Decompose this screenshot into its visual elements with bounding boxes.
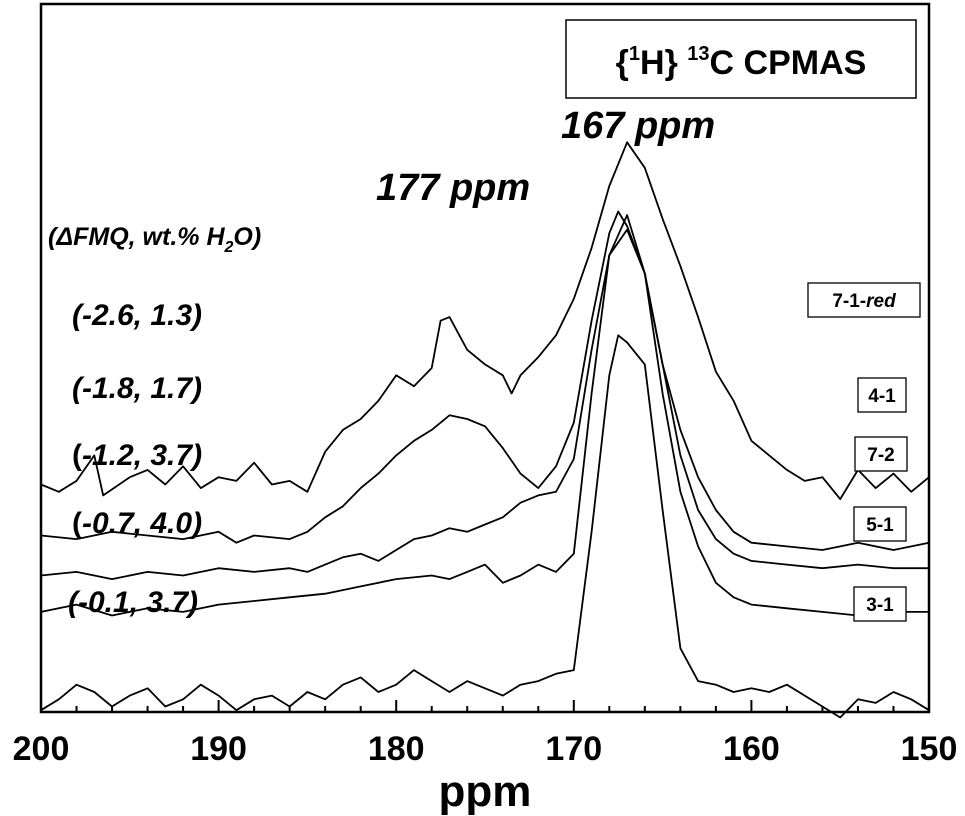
title-box-border	[565, 19, 917, 99]
x-tick-label: 160	[723, 730, 780, 768]
cond-header-main: FMQ, wt.% H	[73, 223, 225, 251]
x-ticks	[40, 700, 930, 712]
sample-box	[854, 436, 908, 472]
spectrum-line-7-2	[40, 228, 929, 580]
condition-main-5-1: -0.7, 4.0)	[82, 507, 202, 540]
condition-label-3-1: (-0.1, 3.7)	[68, 586, 198, 619]
spectrum-line-4-1	[40, 210, 930, 551]
title-open: {	[616, 44, 629, 82]
sample-label-7-2: 7-2	[854, 436, 908, 472]
condition-pre-7-2: (	[72, 439, 82, 472]
sample-text-7-2: 7-2	[867, 445, 894, 466]
sample-text-3-1: 3-1	[866, 595, 894, 616]
title-mid: H}	[640, 44, 687, 82]
cond-header-sub: 2	[224, 239, 234, 256]
peak-label-177: 177 ppm	[376, 167, 530, 209]
plot-frame	[39, 2, 931, 714]
sample-label-5-1: 5-1	[853, 506, 907, 542]
cond-header-post: O)	[233, 223, 261, 251]
sample-name-italic: red	[866, 291, 896, 312]
sample-text-4-1: 4-1	[868, 386, 896, 407]
chart-title: {1H} 13C CPMAS	[616, 43, 867, 82]
x-tick-label: 150	[901, 730, 958, 768]
cond-header-pre: (	[48, 223, 59, 251]
x-tick-label: 170	[545, 730, 602, 768]
x-tick-label: 200	[13, 730, 70, 768]
sample-box	[853, 506, 907, 542]
sample-box	[807, 282, 921, 318]
title-tail: C CPMAS	[710, 44, 867, 82]
peak-label-167: 167 ppm	[561, 105, 715, 147]
condition-main-7-2: -1.2, 3.7)	[82, 439, 202, 472]
x-tick-label: 190	[190, 730, 247, 768]
condition-pre-5-1: (	[72, 507, 82, 540]
condition-label-5-1: (-0.7, 4.0)	[72, 507, 202, 540]
condition-label-7-1-red: (-2.6, 1.3)	[72, 299, 202, 332]
sample-box	[853, 586, 907, 622]
condition-label-7-2: (-1.2, 3.7)	[72, 439, 202, 472]
condition-label-4-1: (-1.8, 1.7)	[72, 372, 202, 405]
sample-label-4-1: 4-1	[857, 377, 907, 413]
x-axis-title: ppm	[439, 767, 532, 816]
title-sup-13: 13	[687, 43, 709, 65]
spectrum-line-3-1	[40, 334, 930, 719]
sample-label-3-1: 3-1	[853, 586, 907, 622]
sample-name-main: 7-1-	[832, 291, 866, 312]
x-tick-label: 180	[368, 730, 425, 768]
spectra-group	[40, 141, 930, 719]
sample-text-5-1: 5-1	[866, 515, 894, 536]
chart-title-box: {1H} 13C CPMAS	[565, 19, 917, 99]
sample-box	[857, 377, 907, 413]
x-tick-labels: 200 190 180 170 160 150	[13, 730, 958, 768]
sample-text-7-1-red: 7-1-red	[832, 291, 896, 312]
sample-label-7-1-red: 7-1-red	[807, 282, 921, 318]
spectrum-line-7-1-red	[40, 141, 930, 500]
spectrum-line-5-1	[40, 214, 929, 617]
title-sup-1: 1	[629, 43, 640, 65]
condition-header: (ΔFMQ, wt.% H2O)	[48, 223, 261, 256]
cond-header-delta: Δ	[55, 223, 73, 251]
